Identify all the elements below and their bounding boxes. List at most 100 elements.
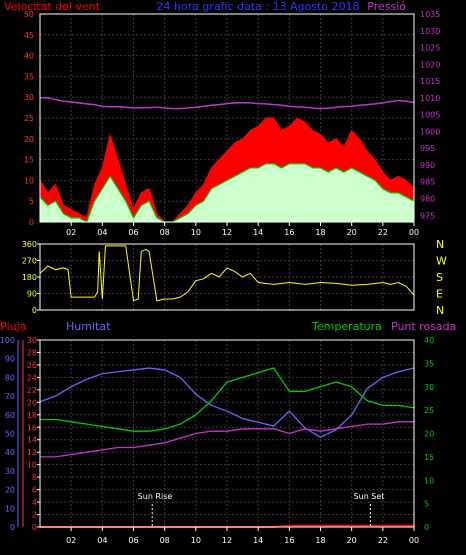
pressure-tick-label: 1010 (420, 94, 440, 103)
rain-tick-label: 4 (32, 498, 37, 507)
x-tick-label: 00 (409, 536, 419, 545)
temperature-tick-label: 5 (424, 500, 429, 509)
sunset-label: Sun Set (354, 492, 385, 501)
wind-direction-series (39, 245, 415, 302)
compass-label: N (436, 238, 444, 251)
rain-tick-label: 8 (32, 473, 37, 482)
temperature-tick-label: 35 (424, 359, 434, 368)
rain-tick-label: 0 (32, 523, 37, 532)
temperature-tick-label: 30 (424, 383, 434, 392)
wind-speed-tick-label: 10 (24, 176, 34, 185)
humidity-tick-label: 0 (10, 523, 15, 532)
humidity-tick-label: 100 (0, 336, 15, 345)
humidity-tick-label: 80 (5, 373, 15, 382)
temperature-tick-label: 15 (424, 453, 434, 462)
humidity-tick-label: 60 (5, 411, 15, 420)
x-tick-label: 16 (284, 228, 294, 237)
temperature-tick-label: 0 (424, 523, 429, 532)
x-tick-label: 12 (222, 228, 232, 237)
humidity-tick-label: 50 (5, 430, 15, 439)
humidity-tick-label: 70 (5, 392, 15, 401)
humidity-tick-label: 30 (5, 467, 15, 476)
rain-tick-label: 14 (27, 436, 37, 445)
compass-label: N (436, 304, 444, 317)
pressure-tick-label: 1000 (420, 127, 440, 136)
pressure-tick-label: 1035 (420, 10, 440, 19)
wind-pressure-panel: 0510152025303540455097598098599099510001… (24, 10, 441, 237)
pressure-tick-label: 995 (420, 144, 435, 153)
x-tick-label: 12 (222, 536, 232, 545)
rain-tick-label: 12 (27, 448, 37, 457)
wind-direction-tick-label: 270 (22, 257, 37, 266)
rain-humidity-temperature-panel: 0246810121416182022242628300102030405060… (0, 336, 434, 545)
x-tick-label: 22 (378, 228, 388, 237)
x-tick-label: 20 (347, 228, 357, 237)
pressure-tick-label: 1015 (420, 77, 440, 86)
pressure-tick-label: 1020 (420, 60, 440, 69)
wind-speed-tick-label: 40 (24, 52, 34, 61)
pressure-label: Pressió (367, 0, 406, 13)
wind-speed-tick-label: 50 (24, 10, 34, 19)
rain-tick-label: 28 (27, 348, 37, 357)
wind-direction-tick-label: 180 (22, 273, 37, 282)
wind-direction-tick-label: 360 (22, 240, 37, 249)
rain-tick-label: 24 (27, 373, 37, 382)
temperature-tick-label: 10 (424, 476, 434, 485)
pressure-tick-label: 1030 (420, 27, 440, 36)
wind-speed-tick-label: 25 (24, 114, 34, 123)
rain-label: Pluja (0, 320, 26, 333)
wind-speed-fill-series (40, 163, 414, 222)
humidity-label: Humitat (66, 320, 111, 333)
pressure-series (40, 97, 415, 110)
sunrise-label: Sun Rise (138, 492, 173, 501)
x-tick-label: 20 (347, 536, 357, 545)
x-tick-label: 18 (315, 536, 325, 545)
x-tick-label: 06 (128, 228, 138, 237)
compass-label: E (436, 288, 443, 301)
temperature-tick-label: 40 (424, 336, 434, 345)
wind-direction-tick-label: 90 (27, 290, 37, 299)
dewpoint-series (40, 421, 414, 458)
rain-tick-label: 30 (27, 336, 37, 345)
pressure-tick-label: 1005 (420, 111, 440, 120)
rain-tick-label: 22 (27, 386, 37, 395)
x-tick-label: 22 (378, 536, 388, 545)
humidity-series (39, 367, 415, 438)
wind-average-series (39, 163, 415, 223)
rain-tick-label: 16 (27, 423, 37, 432)
compass-label: S (436, 271, 443, 284)
rain-tick-label: 10 (27, 461, 37, 470)
pressure-tick-label: 990 (420, 161, 435, 170)
wind-speed-tick-label: 30 (24, 93, 34, 102)
wind-direction-panel: 0 N 90 E 180 S 270 W 360 N (22, 238, 447, 317)
wind-speed-tick-label: 35 (24, 72, 34, 81)
temperature-series (40, 367, 415, 432)
x-tick-label: 14 (253, 228, 263, 237)
rain-tick-label: 6 (32, 486, 37, 495)
x-tick-label: 00 (409, 228, 419, 237)
x-tick-label: 02 (66, 536, 76, 545)
x-tick-label: 10 (191, 536, 201, 545)
wind-speed-tick-label: 0 (29, 218, 34, 227)
humidity-tick-label: 40 (5, 448, 15, 457)
pressure-tick-label: 985 (420, 178, 435, 187)
x-tick-label: 06 (128, 536, 138, 545)
temperature-label: Temperatura (311, 320, 382, 333)
rain-tick-label: 20 (27, 398, 37, 407)
x-tick-label: 18 (315, 228, 325, 237)
wind-speed-tick-label: 45 (24, 31, 34, 40)
wind-speed-tick-label: 5 (29, 197, 34, 206)
wind-speed-label: Velocitat del vent (4, 0, 101, 13)
x-tick-label: 08 (160, 228, 170, 237)
temperature-tick-label: 20 (424, 430, 434, 439)
x-tick-label: 10 (191, 228, 201, 237)
humidity-tick-label: 10 (5, 504, 15, 513)
pressure-tick-label: 975 (420, 211, 435, 220)
x-tick-label: 14 (253, 536, 263, 545)
x-tick-label: 04 (97, 228, 107, 237)
temperature-tick-label: 25 (424, 406, 434, 415)
wind-direction-tick-label: 0 (32, 306, 37, 315)
chart-date-label: 24 hora grafic data : 13 Agosto 2018 (156, 0, 359, 13)
dewpoint-label: Punt rosada (391, 320, 456, 333)
